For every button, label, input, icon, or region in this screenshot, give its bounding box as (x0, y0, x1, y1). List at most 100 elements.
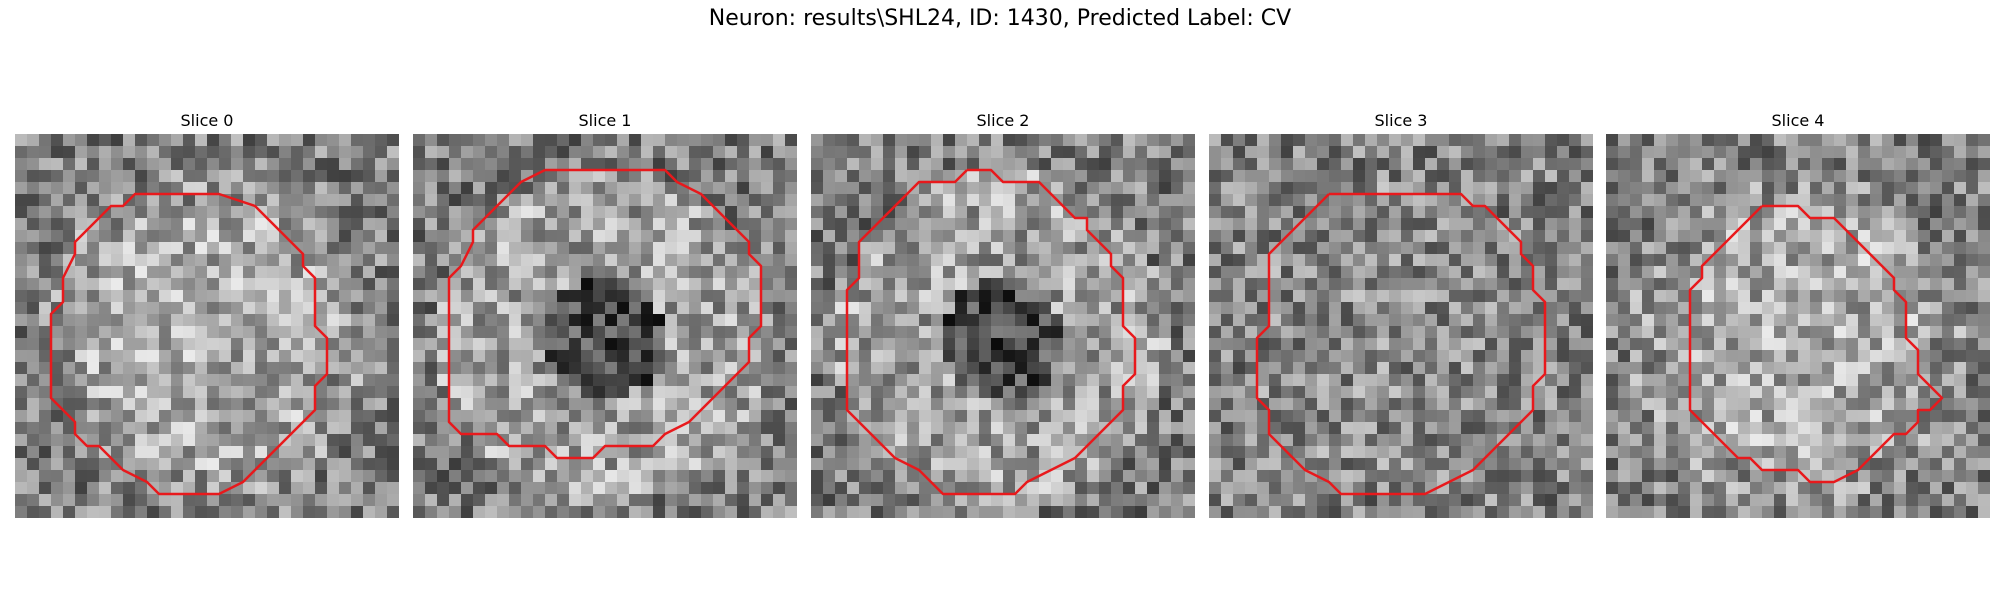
pixel (449, 434, 462, 447)
pixel (1183, 146, 1195, 159)
pixel (171, 398, 184, 411)
pixel (1027, 314, 1040, 327)
pixel (1882, 158, 1895, 171)
pixel (1762, 194, 1775, 207)
pixel (473, 146, 486, 159)
pixel (991, 194, 1004, 207)
pixel (231, 326, 244, 339)
pixel (339, 314, 352, 327)
pixel (1930, 182, 1943, 195)
pixel (955, 290, 968, 303)
pixel (1978, 410, 1990, 423)
pixel (895, 266, 908, 279)
pixel (1810, 458, 1823, 471)
pixel (871, 446, 884, 459)
pixel (1557, 494, 1570, 507)
pixel (243, 458, 256, 471)
pixel (1245, 158, 1258, 171)
pixel (725, 506, 738, 518)
pixel (1606, 206, 1619, 219)
pixel (1039, 350, 1052, 363)
pixel (1581, 134, 1593, 147)
pixel (725, 458, 738, 471)
pixel (883, 134, 896, 147)
pixel (629, 182, 642, 195)
pixel (1846, 242, 1859, 255)
pixel (871, 338, 884, 351)
pixel (461, 422, 474, 435)
pixel (1087, 470, 1100, 483)
pixel (413, 362, 426, 375)
pixel (1630, 398, 1643, 411)
pixel (1425, 230, 1438, 243)
pixel (533, 398, 546, 411)
pixel (991, 158, 1004, 171)
pixel (1135, 218, 1148, 231)
pixel (1245, 170, 1258, 183)
pixel (171, 278, 184, 291)
pixel (1978, 278, 1990, 291)
pixel (87, 254, 100, 267)
pixel (1642, 242, 1655, 255)
pixel (1930, 158, 1943, 171)
pixel (859, 458, 872, 471)
pixel (1485, 302, 1498, 315)
pixel (979, 386, 992, 399)
pixel (1461, 422, 1474, 435)
pixel (1497, 290, 1510, 303)
pixel (1726, 422, 1739, 435)
pixel (375, 470, 388, 483)
pixel (1221, 302, 1234, 315)
pixel (75, 506, 88, 518)
pixel (291, 278, 304, 291)
pixel (1750, 194, 1763, 207)
pixel (1509, 158, 1522, 171)
pixel (521, 266, 534, 279)
pixel (111, 206, 124, 219)
pixel (581, 290, 594, 303)
pixel (111, 374, 124, 387)
pixel (387, 350, 399, 363)
pixel (1786, 446, 1799, 459)
pixel (1159, 134, 1172, 147)
pixel (1762, 362, 1775, 375)
pixel (677, 290, 690, 303)
pixel (617, 278, 630, 291)
pixel (1027, 350, 1040, 363)
pixel (1183, 386, 1195, 399)
pixel (967, 446, 980, 459)
pixel (147, 206, 160, 219)
pixel (1159, 362, 1172, 375)
pixel (1233, 326, 1246, 339)
pixel (1762, 422, 1775, 435)
pixel (63, 302, 76, 315)
pixel (207, 362, 220, 375)
pixel (1762, 278, 1775, 291)
pixel (823, 326, 836, 339)
pixel (701, 470, 714, 483)
pixel (1485, 506, 1498, 518)
pixel (123, 134, 136, 147)
pixel (557, 410, 570, 423)
pixel (1099, 458, 1112, 471)
pixel (665, 374, 678, 387)
pixel (581, 326, 594, 339)
pixel (1858, 278, 1871, 291)
pixel (533, 386, 546, 399)
pixel (111, 470, 124, 483)
pixel (1015, 170, 1028, 183)
pixel (1966, 146, 1979, 159)
pixel (533, 338, 546, 351)
pixel (811, 386, 824, 399)
pixel (1209, 302, 1222, 315)
pixel (725, 302, 738, 315)
pixel (339, 446, 352, 459)
pixel (1894, 254, 1907, 267)
pixel (557, 434, 570, 447)
pixel (1123, 278, 1136, 291)
pixel (255, 146, 268, 159)
pixel (1966, 386, 1979, 399)
pixel (87, 374, 100, 387)
pixel (689, 446, 702, 459)
pixel (1123, 146, 1136, 159)
